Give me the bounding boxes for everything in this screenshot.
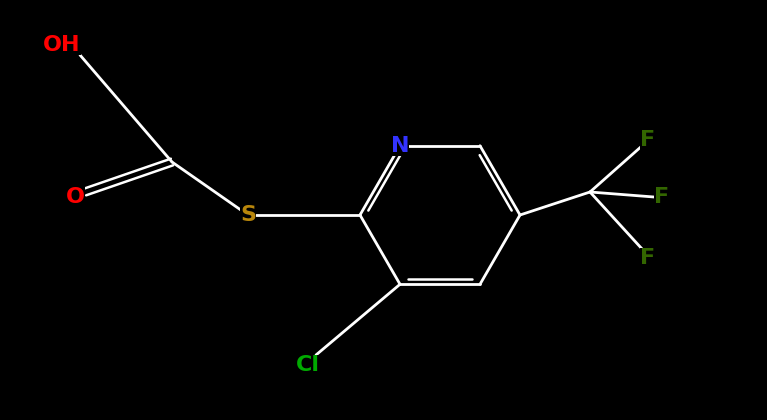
Text: Cl: Cl bbox=[296, 355, 320, 375]
Text: F: F bbox=[654, 187, 670, 207]
Text: OH: OH bbox=[43, 35, 81, 55]
Text: F: F bbox=[640, 130, 656, 150]
Text: F: F bbox=[640, 248, 656, 268]
Text: S: S bbox=[240, 205, 256, 225]
Text: N: N bbox=[390, 136, 410, 156]
Text: O: O bbox=[65, 187, 84, 207]
